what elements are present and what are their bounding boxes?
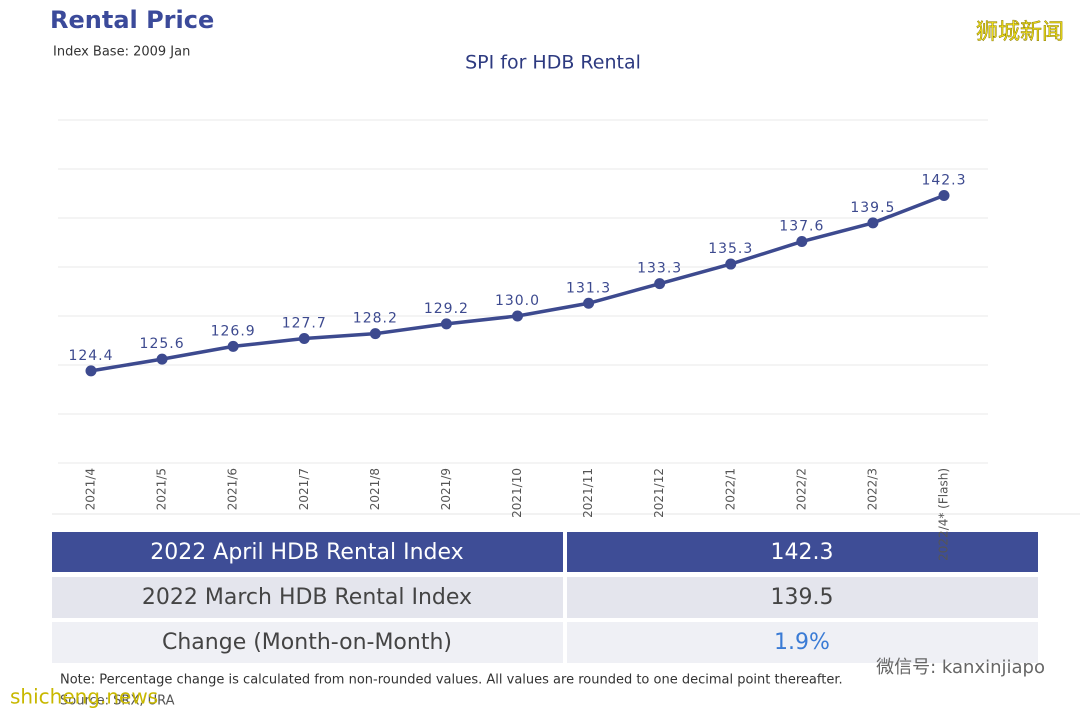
x-tick-label: 2021/6: [226, 468, 240, 510]
subtitle: Index Base: 2009 Jan: [53, 45, 190, 60]
source: Source: SRX, URA: [60, 694, 175, 709]
x-tick-label: 2021/10: [510, 468, 524, 518]
watermark: 狮城新闻: [976, 20, 1064, 45]
x-tick-label: 2021/4: [84, 468, 98, 510]
point: [227, 340, 239, 352]
point: [156, 353, 168, 365]
point: [85, 365, 97, 377]
point: [796, 236, 808, 248]
cell-bg: [52, 622, 563, 663]
point: [512, 310, 523, 322]
table-cell: 1.9%: [774, 630, 830, 655]
cell-bg: [52, 577, 563, 618]
table-cell: 139.5: [771, 585, 834, 610]
x-tick-label: 2022/3: [865, 468, 879, 510]
point: [867, 217, 879, 229]
data-label: 135.3: [708, 241, 753, 257]
watermark: 微信号: kanxinjiapo: [876, 657, 1045, 678]
x-tick-label: 2021/8: [368, 468, 382, 510]
cell-bg: [567, 532, 1038, 572]
table-cell: 2022 April HDB Rental Index: [150, 540, 463, 565]
cell-bg: [567, 577, 1038, 618]
cell-bg: [52, 532, 563, 572]
note: Note: Percentage change is calculated fr…: [60, 673, 843, 688]
point: [938, 189, 950, 201]
point: [440, 318, 452, 330]
data-label: 130.0: [495, 293, 540, 309]
watermark: shicheng.news: [10, 685, 158, 709]
data-label: 129.2: [424, 301, 469, 317]
x-tick-label: 2021/7: [297, 468, 311, 510]
x-tick-label: 2021/11: [581, 468, 595, 518]
x-tick-label: 2021/9: [439, 468, 453, 510]
point: [298, 333, 310, 345]
point: [583, 297, 595, 309]
x-tick-label: 2022/1: [723, 468, 737, 510]
x-tick-label: 2021/12: [652, 468, 666, 518]
table: 2022 April HDB Rental Index 142.3 2022 M…: [52, 532, 1038, 663]
table-cell: 142.3: [771, 540, 834, 565]
page-title: Rental Price: [50, 6, 214, 34]
x-tick-label: 2022/2: [794, 468, 808, 510]
chart-title: SPI for HDB Rental: [465, 52, 641, 74]
cell-bg: [567, 622, 1038, 663]
point: [654, 278, 666, 290]
x-tick-label: 2022/4* (Flash): [937, 468, 951, 561]
data-label: 131.3: [566, 280, 611, 296]
table-cell: 2022 March HDB Rental Index: [142, 585, 472, 610]
data-label: 124.4: [68, 348, 113, 364]
data-label: 133.3: [637, 261, 682, 277]
table-cell: Change (Month-on-Month): [162, 630, 452, 655]
point: [369, 328, 381, 340]
data-label: 128.2: [353, 311, 398, 327]
data-label: 126.9: [211, 323, 256, 339]
data-label: 127.7: [282, 316, 327, 332]
x-tick-label: 2021/5: [155, 468, 169, 510]
point: [725, 258, 737, 270]
data-label: 137.6: [779, 219, 824, 235]
data-label: 142.3: [921, 172, 966, 188]
data-label: 139.5: [850, 200, 895, 216]
data-label: 125.6: [140, 336, 185, 352]
